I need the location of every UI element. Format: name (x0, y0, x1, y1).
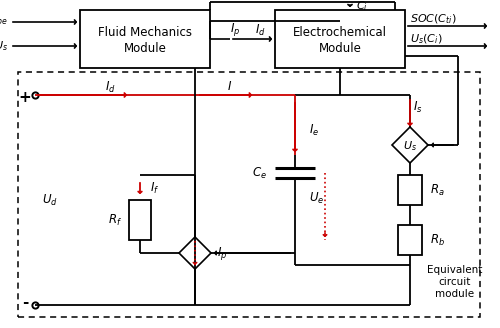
Text: $R_f$: $R_f$ (108, 213, 122, 228)
Text: $I_p$: $I_p$ (217, 244, 228, 261)
Polygon shape (179, 237, 211, 269)
Text: $U_s$: $U_s$ (403, 139, 417, 153)
Text: $U_d$: $U_d$ (42, 193, 58, 208)
Text: $I_d$: $I_d$ (254, 22, 266, 37)
Text: $I_s$: $I_s$ (413, 99, 422, 114)
Bar (80, 10, 210, 68)
Bar (275, 10, 405, 68)
Text: $R_a$: $R_a$ (430, 182, 444, 197)
Bar (398, 225, 422, 255)
Text: Fluid Mechanics: Fluid Mechanics (98, 26, 192, 38)
Text: $C_e$: $C_e$ (252, 165, 267, 180)
Text: $U_s(C_i)$: $U_s(C_i)$ (410, 32, 442, 46)
Text: Module: Module (124, 42, 166, 54)
Text: $I_f$: $I_f$ (150, 180, 160, 195)
Bar (129, 200, 151, 240)
Text: $I_e$: $I_e$ (309, 122, 319, 137)
Text: $I_d$: $I_d$ (104, 79, 116, 94)
Text: $I$: $I$ (228, 80, 232, 93)
Text: $I_p$: $I_p$ (230, 22, 240, 38)
Text: $U_s$: $U_s$ (0, 39, 8, 53)
Bar (18, 72, 480, 317)
Text: Equivalent: Equivalent (428, 265, 482, 275)
Polygon shape (392, 127, 428, 163)
Text: Module: Module (318, 42, 362, 54)
Bar (398, 175, 422, 205)
Text: -: - (22, 296, 28, 311)
Text: $SOC(C_{ti})$: $SOC(C_{ti})$ (410, 12, 457, 26)
Text: module: module (436, 289, 474, 299)
Text: $Q_{pipe}$: $Q_{pipe}$ (0, 14, 8, 30)
Text: circuit: circuit (439, 277, 471, 287)
Text: $R_b$: $R_b$ (430, 233, 445, 248)
Text: +: + (18, 90, 32, 105)
Text: $U_e$: $U_e$ (309, 191, 324, 206)
Text: Electrochemical: Electrochemical (293, 26, 387, 38)
Text: $C_i$: $C_i$ (356, 0, 368, 13)
